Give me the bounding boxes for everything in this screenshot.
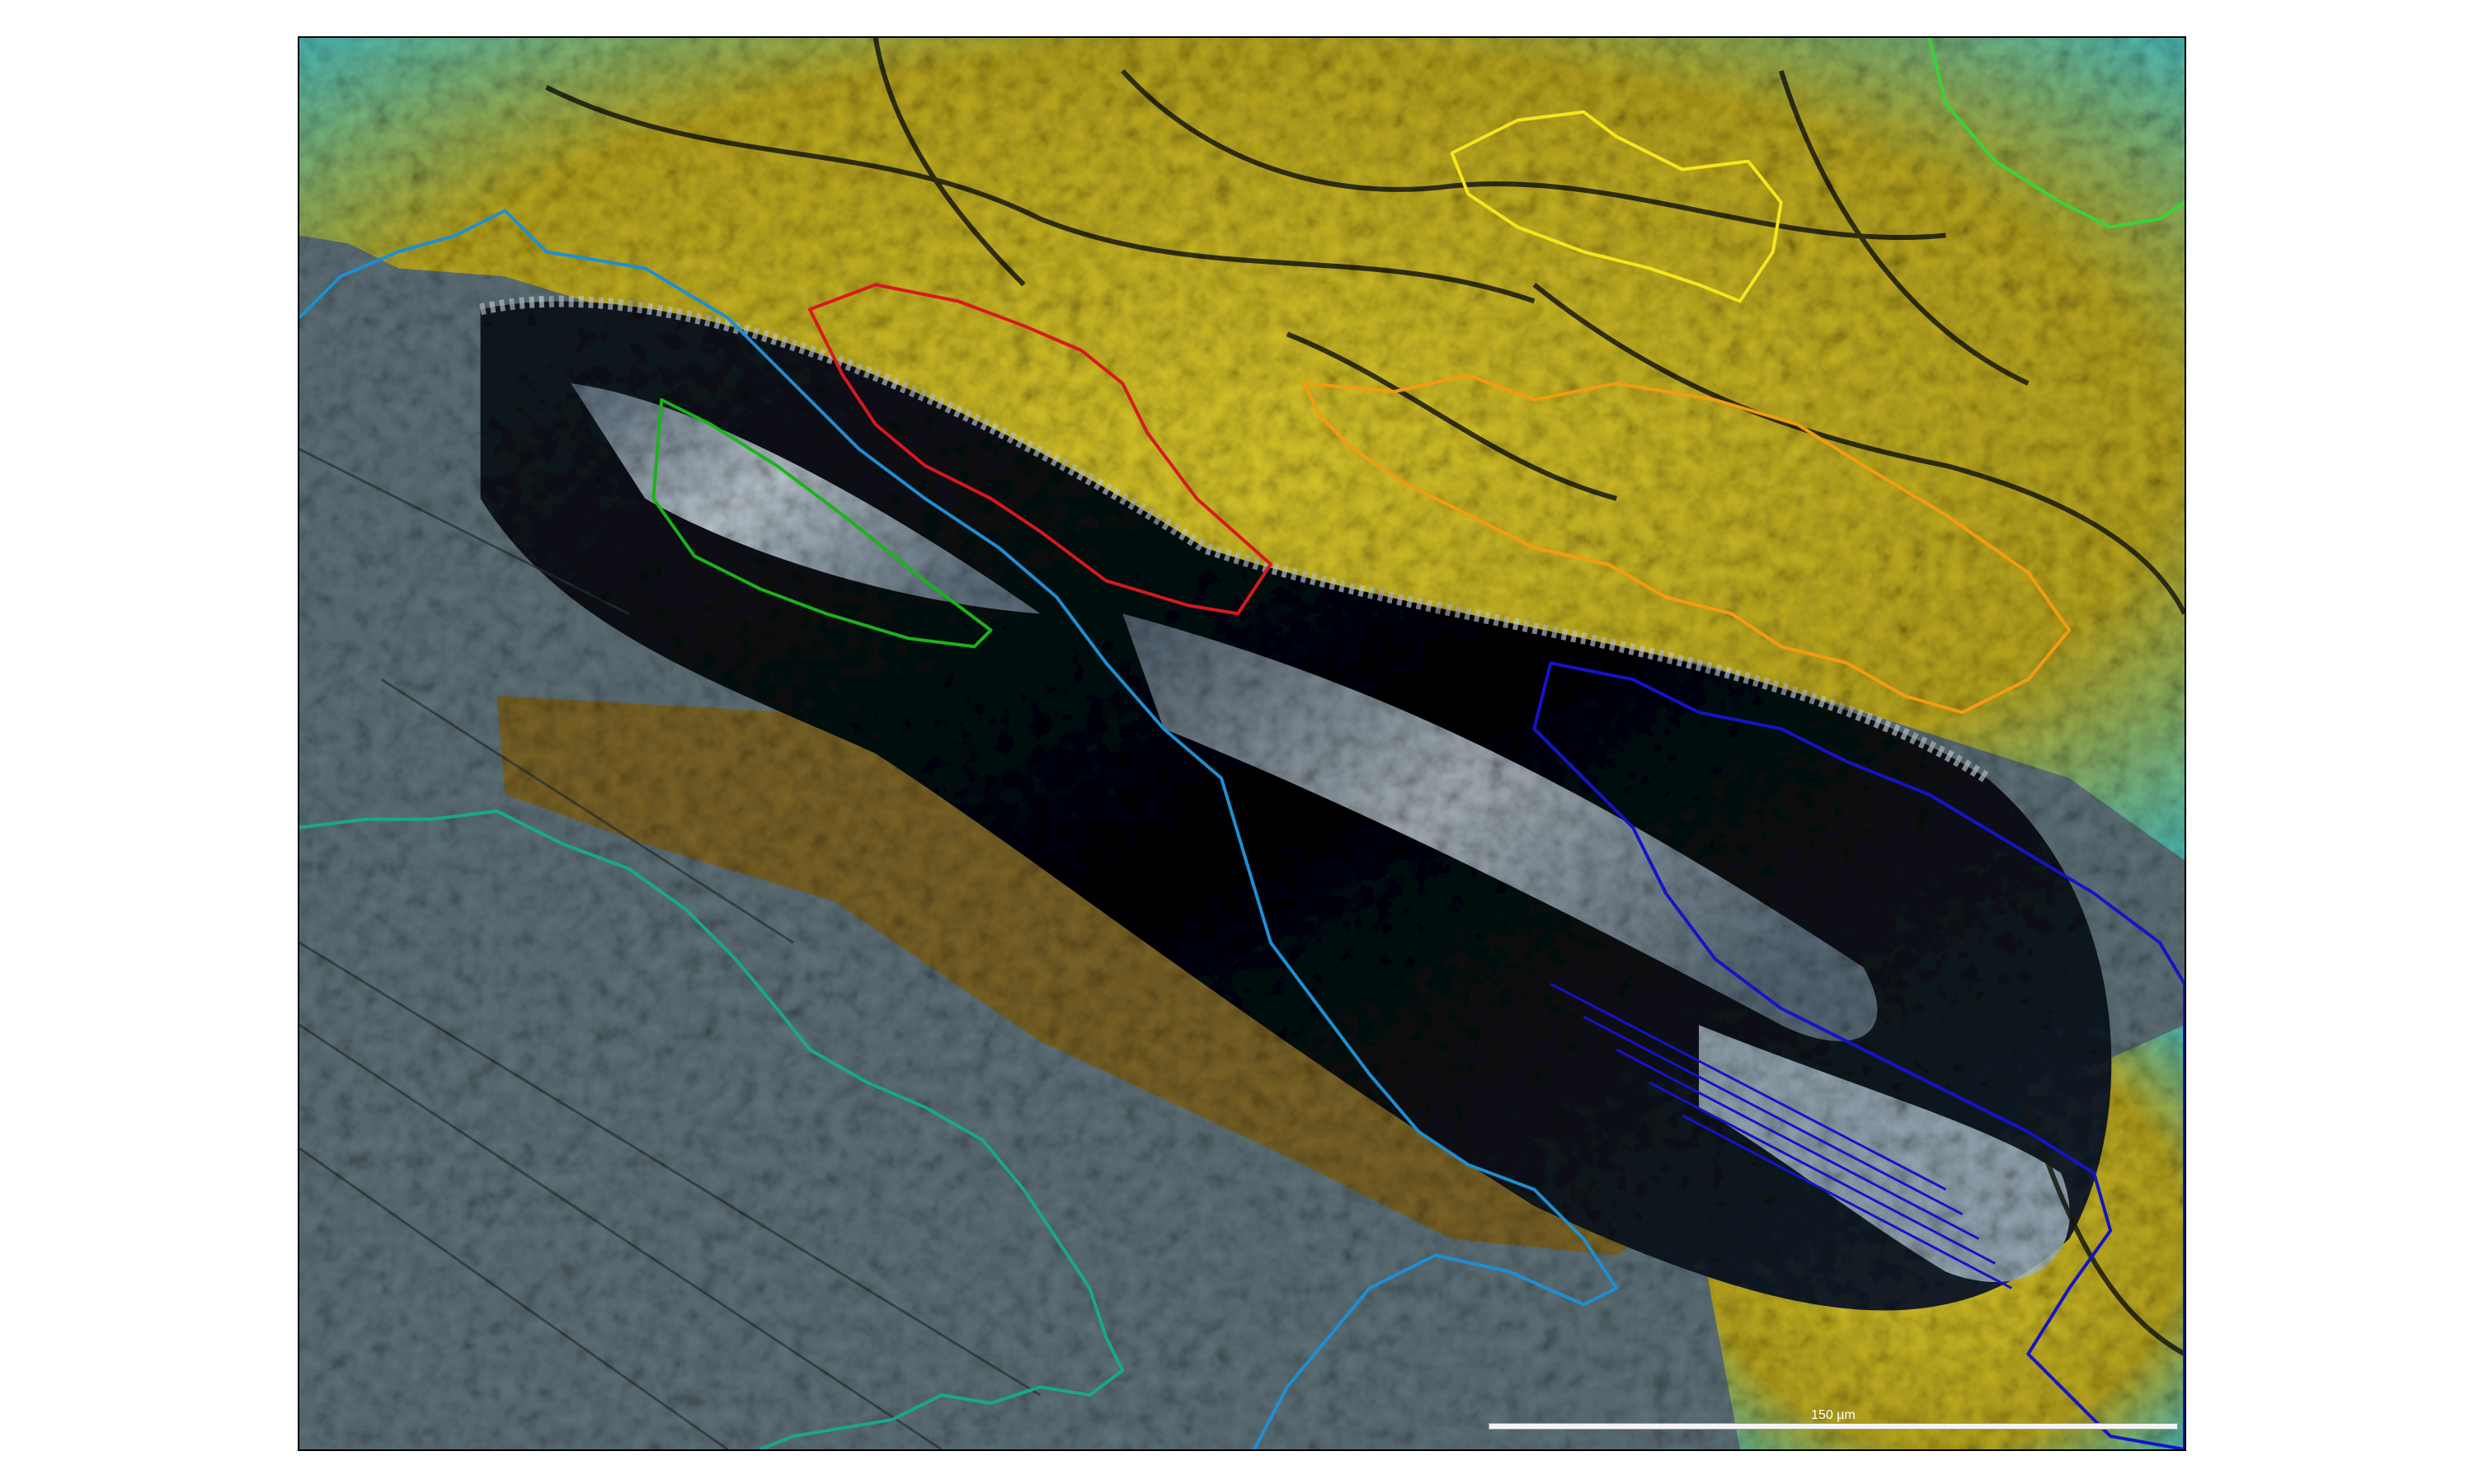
outline-teal: [299, 809, 1125, 1449]
olivine-region: [299, 38, 2185, 861]
outline-dark-blue-lamellae: [1550, 982, 2013, 1289]
outline-orange: [1301, 373, 2072, 715]
scale-bar-label: 150 µm: [1811, 1408, 1856, 1422]
twin-lamellae-upper: [571, 383, 1041, 614]
outline-dark-blue: [1532, 661, 2185, 1449]
scale-bar: 150 µm: [1489, 1405, 2178, 1438]
outline-green: [651, 397, 993, 649]
twin-lamellae-middle: [1122, 613, 1878, 1041]
micrograph-panel: 150 µm: [298, 36, 2186, 1451]
twin-lamellae-lower: [1699, 1025, 2070, 1283]
crystal-rim: [479, 295, 1991, 783]
scale-bar-line: [1489, 1423, 2178, 1430]
micrograph-image: [299, 38, 2185, 1449]
outline-yellow: [1450, 110, 1783, 303]
outline-light-blue: [299, 209, 1619, 1449]
fracture-network: [545, 38, 2185, 1356]
outline-red: [807, 283, 1272, 616]
grey-cleavage-lines: [299, 448, 1042, 1449]
segmentation-outlines: [299, 38, 2185, 1449]
outline-light-green: [1927, 38, 2185, 229]
